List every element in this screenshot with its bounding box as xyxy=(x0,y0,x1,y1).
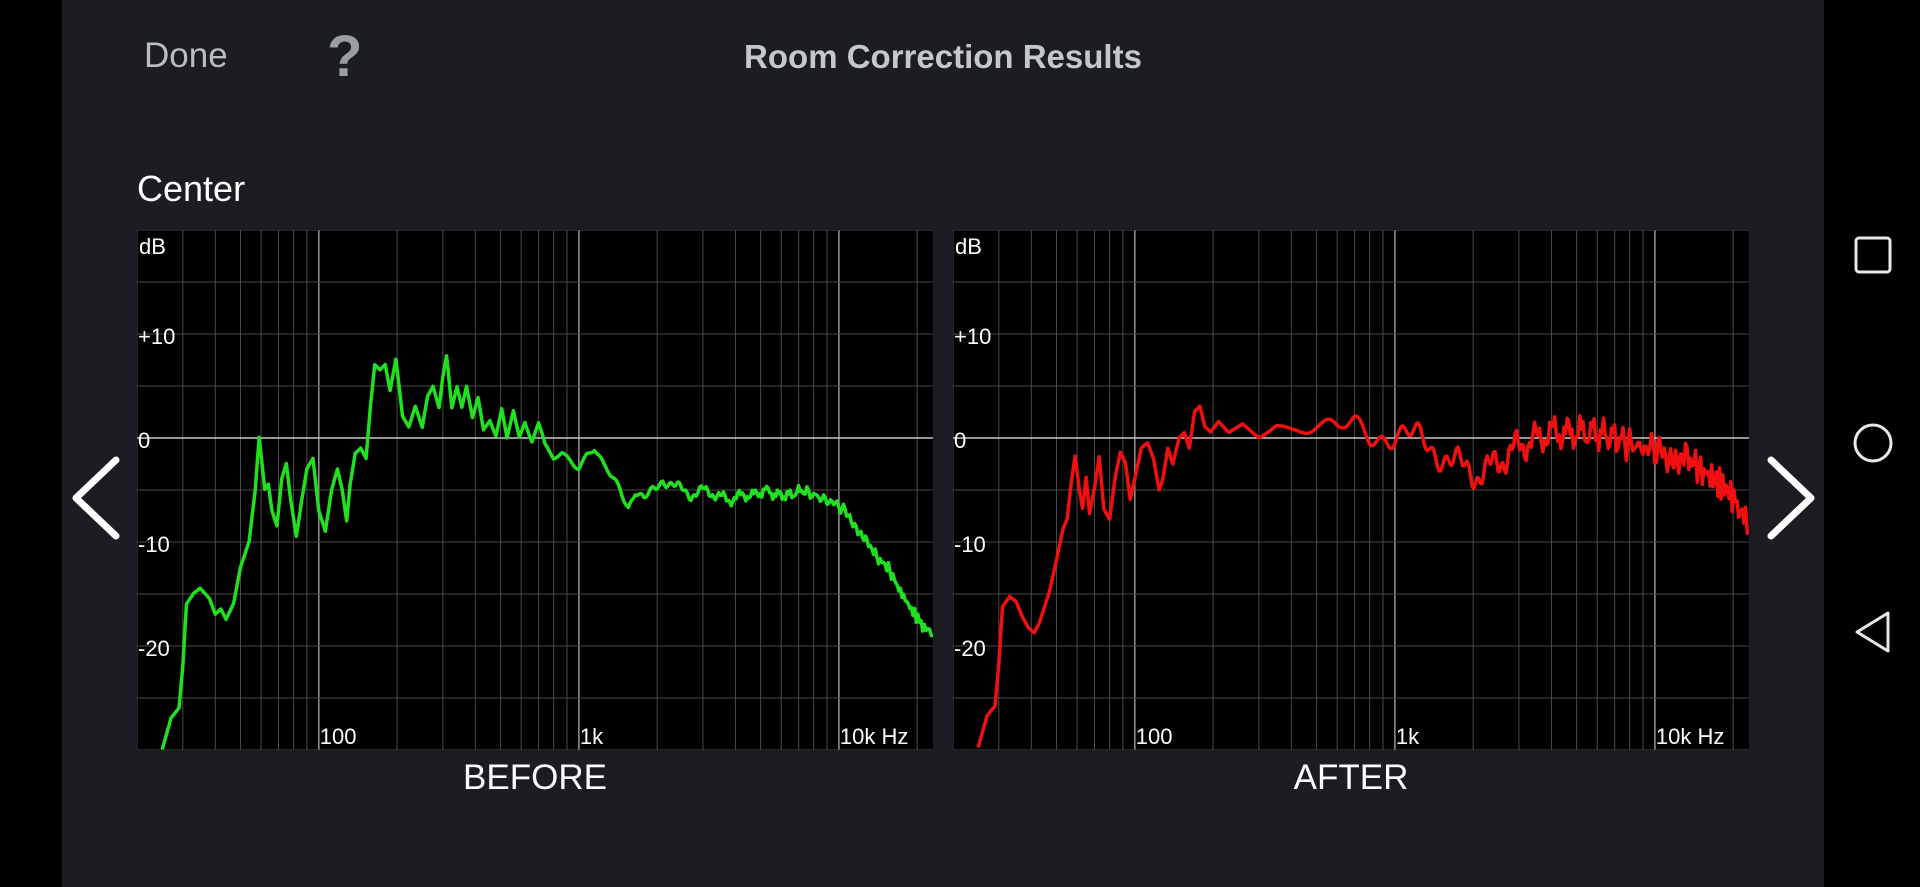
x-tick-label: 10k Hz xyxy=(1656,724,1724,749)
y-tick-label: -10 xyxy=(954,532,986,557)
after-chart: dB +10 0 -10 -20 100 1k 10k Hz xyxy=(953,230,1749,750)
after-chart-plot: dB +10 0 -10 -20 100 1k 10k Hz xyxy=(953,230,1749,750)
square-icon[interactable] xyxy=(1854,236,1892,279)
y-tick-label: -10 xyxy=(138,532,170,557)
system-navigation-bar xyxy=(1824,0,1920,887)
x-tick-label: 1k xyxy=(1396,724,1420,749)
before-chart-plot: dB +10 0 -10 -20 100 1k 10k Hz xyxy=(137,230,933,750)
response-curve xyxy=(976,404,1749,748)
after-caption: AFTER xyxy=(1293,758,1409,797)
help-button[interactable]: ? xyxy=(327,24,363,89)
y-tick-label: +10 xyxy=(954,324,991,349)
done-button[interactable]: Done xyxy=(144,36,228,75)
chevron-right-icon[interactable] xyxy=(1763,454,1819,547)
x-tick-label: 100 xyxy=(320,724,357,749)
before-chart: dB +10 0 -10 -20 100 1k 10k Hz xyxy=(137,230,933,750)
y-tick-label: 0 xyxy=(954,428,966,453)
response-curve xyxy=(160,354,933,750)
y-tick-label: 0 xyxy=(138,428,150,453)
chevron-left-icon[interactable] xyxy=(68,454,124,547)
x-tick-label: 1k xyxy=(580,724,604,749)
x-tick-label: 100 xyxy=(1136,724,1173,749)
room-correction-screen: Done ? Room Correction Results Center dB… xyxy=(62,0,1824,887)
y-unit-label: dB xyxy=(139,234,166,259)
page-title: Room Correction Results xyxy=(744,38,1142,75)
y-tick-label: -20 xyxy=(954,636,986,661)
y-tick-label: -20 xyxy=(138,636,170,661)
x-tick-label: 10k Hz xyxy=(840,724,908,749)
before-caption: BEFORE xyxy=(463,758,607,797)
grid xyxy=(953,230,1749,750)
y-unit-label: dB xyxy=(955,234,982,259)
triangle-back-icon[interactable] xyxy=(1852,610,1894,659)
y-tick-label: +10 xyxy=(138,324,175,349)
circle-icon[interactable] xyxy=(1852,422,1894,469)
channel-label: Center xyxy=(137,168,246,209)
